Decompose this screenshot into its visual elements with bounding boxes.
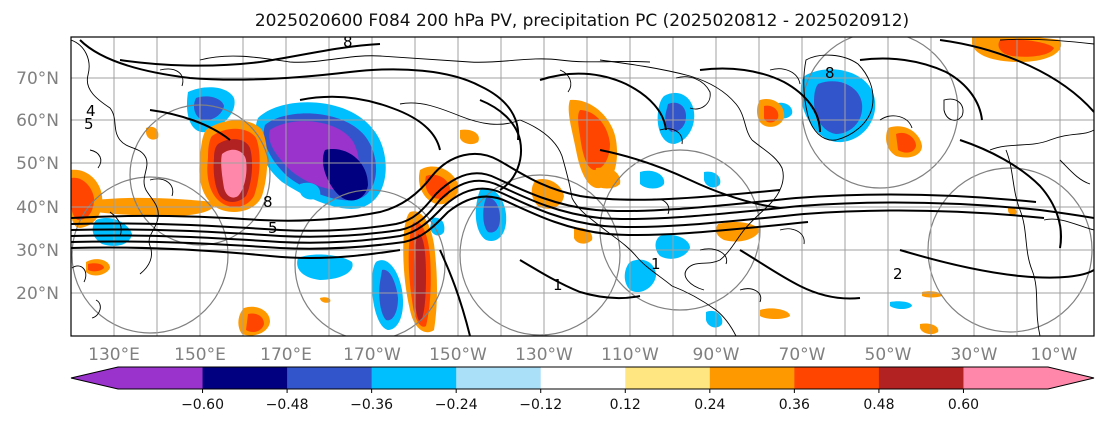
colorbar-tick-label: 0.60 [948,397,979,413]
pv-contour-label: 1 [651,255,661,273]
coastlines [71,38,1094,336]
lon-label: 50°W [865,345,912,365]
lon-label: 130°W [515,345,573,365]
colorbar-extend-min [71,367,118,389]
colorbar-segment [287,367,373,389]
colorbar-segment [118,367,204,389]
map-frame [70,36,1095,337]
pv-contour-label: 8 [825,64,835,82]
colorbar-tick-label: 0.24 [694,397,725,413]
colorbar-segment [878,367,964,389]
pv-contour-label: 8 [343,33,353,51]
lat-label: 60°N [16,111,59,131]
colorbar [70,366,1095,390]
colorbar-outline [70,366,1095,390]
pv-contour-labels: 8 4 5 8 5 1 1 8 2 [84,33,903,294]
colorbar-segment [709,367,795,389]
colorbar-extend-max [1048,367,1094,389]
colorbar-tick-label: −0.24 [435,397,478,413]
lat-label: 20°N [16,284,59,304]
colorbar-segment [540,367,626,389]
lon-label: 110°W [601,345,659,365]
lon-label: 150°W [429,345,487,365]
colorbar-tick-label: −0.48 [266,397,309,413]
latitude-labels: 70°N 60°N 50°N 40°N 30°N 20°N [16,69,59,304]
lon-label: 30°W [951,345,998,365]
colorbar-tick-label: 0.36 [779,397,810,413]
colorbar-tick-label: 0.12 [610,397,641,413]
pv-contour-label: 2 [893,265,903,283]
lon-label: 170°E [260,345,312,365]
lon-label: 170°W [343,345,401,365]
colorbar-segment [202,367,288,389]
colorbar-tick-label: −0.36 [350,397,393,413]
colorbar-tick-label: 0.48 [863,397,894,413]
colorbar-segment [625,367,711,389]
pv-contours [71,39,1094,336]
colorbar-segment [456,367,542,389]
lat-label: 50°N [16,154,59,174]
pv-contour-label: 8 [263,193,273,211]
colorbar-segment [794,367,880,389]
pv-contour-label: 5 [84,115,94,133]
map-title: 2025020600 F084 200 hPa PV, precipitatio… [255,11,909,31]
colorbar-tick-label: −0.12 [519,397,562,413]
colorbar-tick-label: −0.60 [181,397,224,413]
lon-label: 10°W [1031,345,1078,365]
lat-label: 30°N [16,241,59,261]
lon-label: 130°E [88,345,140,365]
pv-contour-label: 1 [553,276,563,294]
lat-label: 70°N [16,69,59,89]
lon-label: 90°W [693,345,740,365]
colorbar-labels: −0.60 −0.48 −0.36 −0.24 −0.12 0.12 0.24 0.36 0.4… [181,389,979,413]
lat-label: 40°N [16,198,59,218]
lon-label: 150°E [174,345,226,365]
longitude-labels: 130°E 150°E 170°E 170°W 150°W 130°W 110°… [88,345,1078,365]
colorbar-segment [963,367,1049,389]
map-panel: 8 4 5 8 5 1 1 8 2 [71,33,1094,336]
pv-contour-label: 4 [86,102,96,120]
colorbar-segment [371,367,457,389]
lon-label: 70°W [779,345,826,365]
pv-contour-label: 5 [268,219,278,237]
